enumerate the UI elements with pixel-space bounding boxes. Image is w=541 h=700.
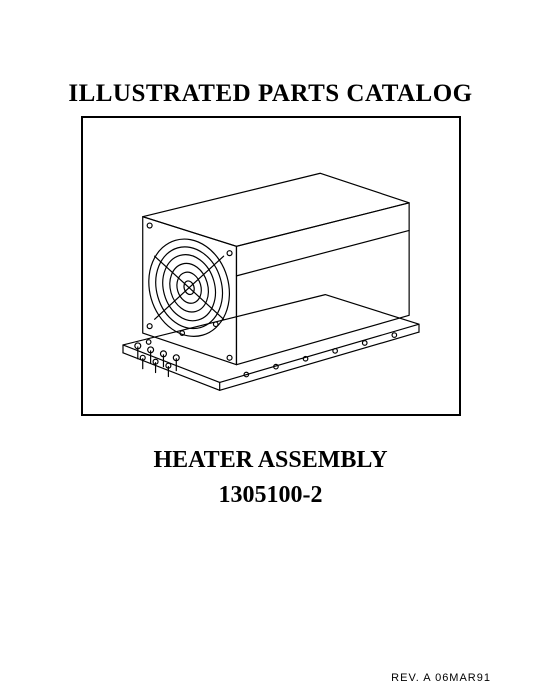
product-name: HEATER ASSEMBLY (153, 444, 387, 476)
revision-line: REV. A 06MAR91 (391, 672, 491, 684)
heater-assembly-drawing (83, 118, 459, 414)
catalog-title: ILLUSTRATED PARTS CATALOG (68, 80, 472, 108)
figure-frame (81, 116, 461, 416)
part-number: 1305100-2 (219, 482, 323, 509)
page-root: ILLUSTRATED PARTS CATALOG (0, 0, 541, 700)
